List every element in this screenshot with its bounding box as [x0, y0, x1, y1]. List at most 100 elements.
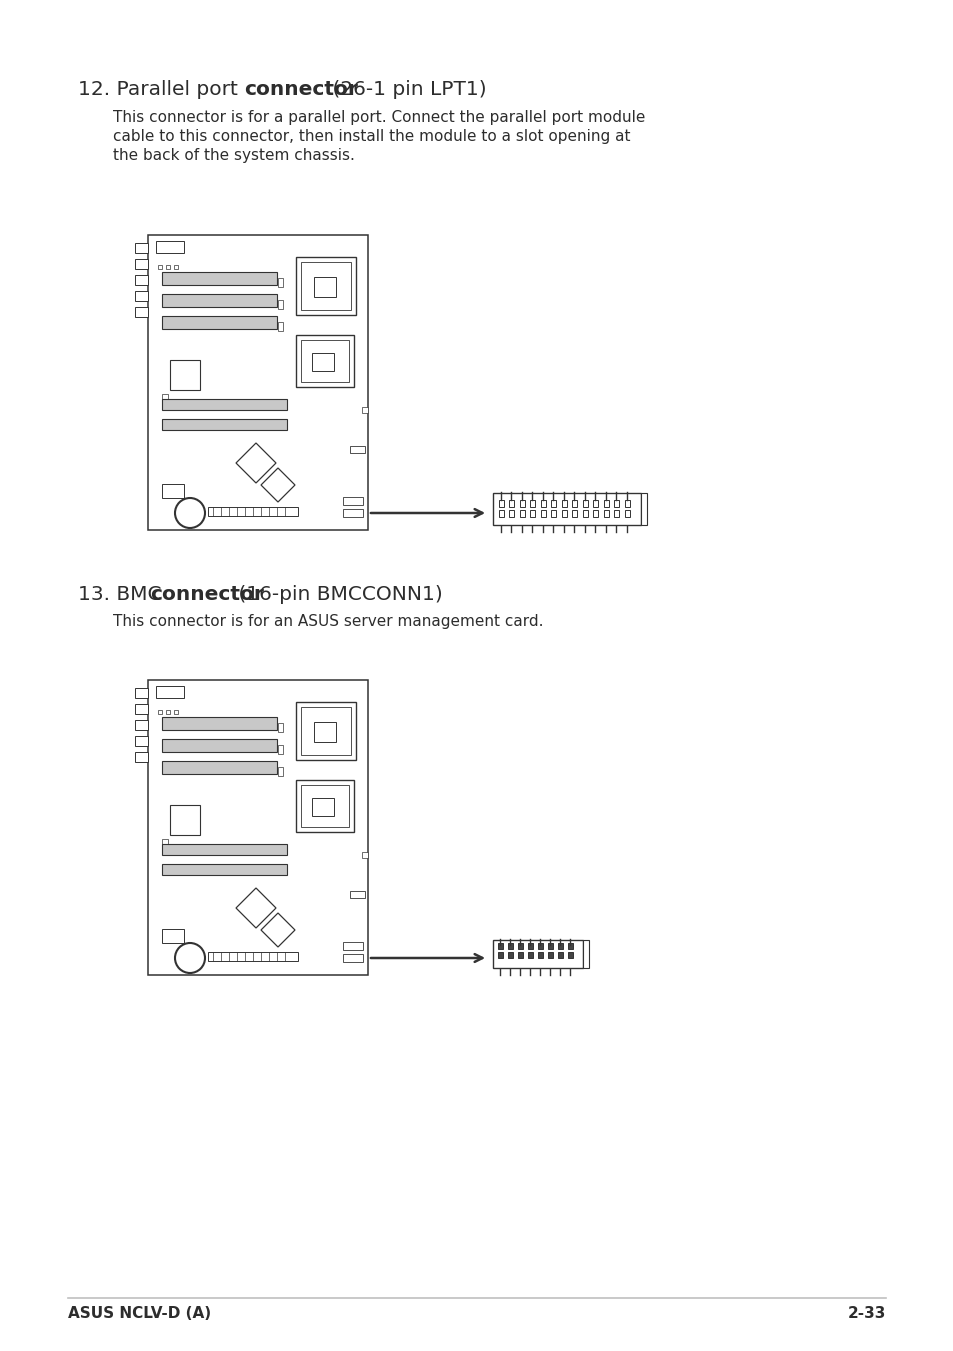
Bar — [509, 509, 514, 517]
Bar — [517, 952, 522, 958]
Bar — [509, 500, 514, 507]
Bar — [493, 940, 582, 969]
Bar — [540, 509, 545, 517]
Bar — [135, 290, 148, 301]
Bar — [561, 500, 566, 507]
Bar — [277, 767, 283, 775]
Circle shape — [174, 943, 205, 973]
Bar — [162, 419, 287, 430]
Bar — [162, 484, 184, 499]
Bar — [519, 500, 524, 507]
Bar — [301, 340, 349, 382]
Polygon shape — [235, 888, 275, 928]
Bar — [170, 359, 200, 390]
Bar — [162, 844, 287, 855]
Bar — [343, 942, 363, 950]
Bar — [135, 753, 148, 762]
Bar — [582, 500, 587, 507]
Bar — [567, 943, 573, 948]
Bar — [166, 711, 170, 713]
Circle shape — [174, 499, 205, 528]
Bar — [530, 500, 535, 507]
Bar — [582, 509, 587, 517]
Bar — [148, 680, 368, 975]
Bar — [497, 952, 502, 958]
Bar — [640, 493, 646, 526]
Bar — [156, 686, 184, 698]
Text: (26-1 pin LPT1): (26-1 pin LPT1) — [326, 80, 486, 99]
Bar — [295, 257, 355, 315]
Bar — [162, 316, 276, 330]
Bar — [497, 943, 502, 948]
Bar — [507, 943, 513, 948]
Bar — [295, 703, 355, 761]
Bar — [301, 707, 351, 755]
Bar — [277, 322, 283, 331]
Bar — [173, 265, 178, 269]
Text: (16-pin BMCCONN1): (16-pin BMCCONN1) — [232, 585, 442, 604]
Bar — [162, 739, 276, 753]
Text: ASUS NCLV-D (A): ASUS NCLV-D (A) — [68, 1306, 211, 1321]
Bar — [582, 940, 588, 969]
Bar — [208, 952, 297, 961]
Bar — [162, 399, 287, 409]
Bar — [350, 446, 365, 453]
Bar — [295, 335, 354, 386]
Bar — [614, 509, 618, 517]
Bar — [527, 952, 533, 958]
Bar — [517, 943, 522, 948]
Bar — [350, 892, 365, 898]
Bar — [314, 277, 335, 297]
Text: connector: connector — [244, 80, 357, 99]
Text: 12. Parallel port: 12. Parallel port — [78, 80, 244, 99]
Polygon shape — [261, 913, 294, 947]
Bar — [170, 805, 200, 835]
Bar — [624, 500, 629, 507]
Bar — [343, 497, 363, 505]
Bar — [162, 394, 168, 400]
Bar — [343, 954, 363, 962]
Bar — [540, 500, 545, 507]
Bar — [162, 295, 276, 307]
Bar — [156, 240, 184, 253]
Bar — [135, 243, 148, 253]
Bar — [166, 265, 170, 269]
Bar — [162, 865, 287, 875]
Bar — [614, 500, 618, 507]
Bar — [301, 785, 349, 827]
Bar — [135, 736, 148, 746]
Bar — [343, 509, 363, 517]
Bar — [624, 509, 629, 517]
Bar — [537, 952, 542, 958]
Bar — [537, 943, 542, 948]
Bar — [530, 509, 535, 517]
Bar — [498, 509, 503, 517]
Bar — [312, 353, 334, 372]
Bar — [148, 235, 368, 530]
Bar — [603, 500, 608, 507]
Bar — [603, 509, 608, 517]
Bar — [295, 780, 354, 832]
Bar — [551, 500, 556, 507]
Bar — [135, 704, 148, 713]
Bar — [561, 509, 566, 517]
Bar — [135, 307, 148, 317]
Bar — [593, 509, 598, 517]
Bar — [135, 688, 148, 698]
Bar — [173, 711, 178, 713]
Bar — [558, 952, 562, 958]
Bar — [277, 744, 283, 754]
Bar — [301, 262, 351, 309]
Bar — [493, 493, 640, 526]
Text: 2-33: 2-33 — [846, 1306, 885, 1321]
Bar — [162, 929, 184, 943]
Bar — [527, 943, 533, 948]
Bar — [547, 952, 553, 958]
Text: This connector is for a parallel port. Connect the parallel port module: This connector is for a parallel port. C… — [112, 109, 644, 126]
Text: connector: connector — [150, 585, 264, 604]
Bar — [277, 723, 283, 732]
Bar — [558, 943, 562, 948]
Bar — [135, 276, 148, 285]
Bar — [162, 839, 168, 844]
Bar — [162, 272, 276, 285]
